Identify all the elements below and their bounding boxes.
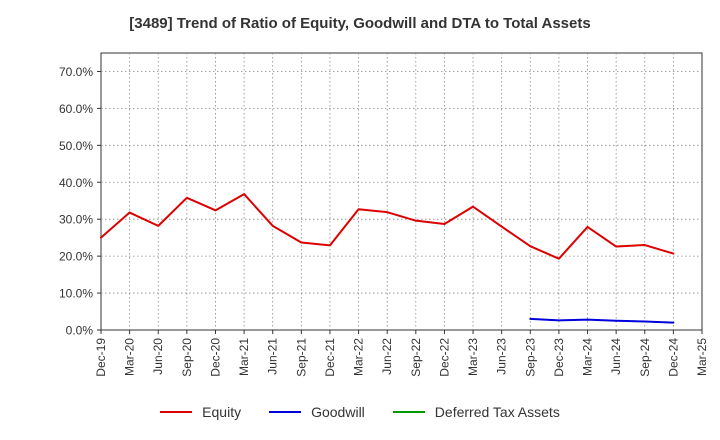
- x-tick-label: Mar-20: [123, 338, 137, 376]
- legend-item-deferred-tax-assets: Deferred Tax Assets: [392, 404, 560, 420]
- x-tick-label: Dec-24: [666, 338, 680, 377]
- y-tick-label: 10.0%: [59, 287, 93, 301]
- x-tick-label: Mar-23: [466, 338, 480, 376]
- x-tick-label: Sep-24: [638, 338, 652, 377]
- x-tick-label: Jun-20: [151, 338, 165, 375]
- x-tick-label: Dec-22: [437, 338, 451, 377]
- x-tick-label: Mar-22: [352, 338, 366, 376]
- x-tick-label: Dec-20: [208, 338, 222, 377]
- y-tick-label: 50.0%: [59, 139, 93, 153]
- series-line-equity: [100, 193, 675, 260]
- x-tick-label: Mar-25: [695, 338, 709, 376]
- legend: Equity Goodwill Deferred Tax Assets: [0, 404, 720, 420]
- x-tick-label: Dec-19: [94, 338, 108, 377]
- legend-swatch-equity: [160, 411, 193, 413]
- x-tick-label: Mar-24: [581, 338, 595, 376]
- legend-swatch-deferred-tax-assets: [392, 411, 425, 413]
- x-tick-label: Sep-23: [523, 338, 537, 377]
- x-tick-label: Mar-21: [237, 338, 251, 376]
- plot-frame: [100, 52, 703, 331]
- legend-label-equity: Equity: [202, 404, 242, 420]
- y-tick-label: 70.0%: [59, 65, 93, 79]
- x-tick-label: Jun-23: [495, 338, 509, 375]
- legend-label-goodwill: Goodwill: [311, 404, 365, 420]
- x-tick-label: Sep-20: [180, 338, 194, 377]
- legend-item-equity: Equity: [160, 404, 241, 420]
- x-tick-label: Sep-22: [409, 338, 423, 377]
- y-tick-label: 60.0%: [59, 102, 93, 116]
- chart-title: [3489] Trend of Ratio of Equity, Goodwil…: [129, 15, 591, 32]
- y-tick-label: 40.0%: [59, 176, 93, 190]
- y-tick-label: 30.0%: [59, 213, 93, 227]
- x-tick-label: Jun-21: [266, 338, 280, 375]
- x-tick-label: Jun-22: [380, 338, 394, 375]
- x-tick-label: Jun-24: [609, 338, 623, 375]
- series-line-goodwill: [529, 317, 675, 324]
- x-tick-label: Sep-21: [294, 338, 308, 377]
- y-tick-label: 0.0%: [66, 324, 94, 338]
- legend-swatch-goodwill: [269, 411, 302, 413]
- x-tick-label: Dec-23: [552, 338, 566, 377]
- legend-label-deferred-tax-assets: Deferred Tax Assets: [434, 404, 560, 420]
- y-tick-label: 20.0%: [59, 250, 93, 264]
- x-tick-label: Dec-21: [323, 338, 337, 377]
- legend-item-goodwill: Goodwill: [269, 404, 365, 420]
